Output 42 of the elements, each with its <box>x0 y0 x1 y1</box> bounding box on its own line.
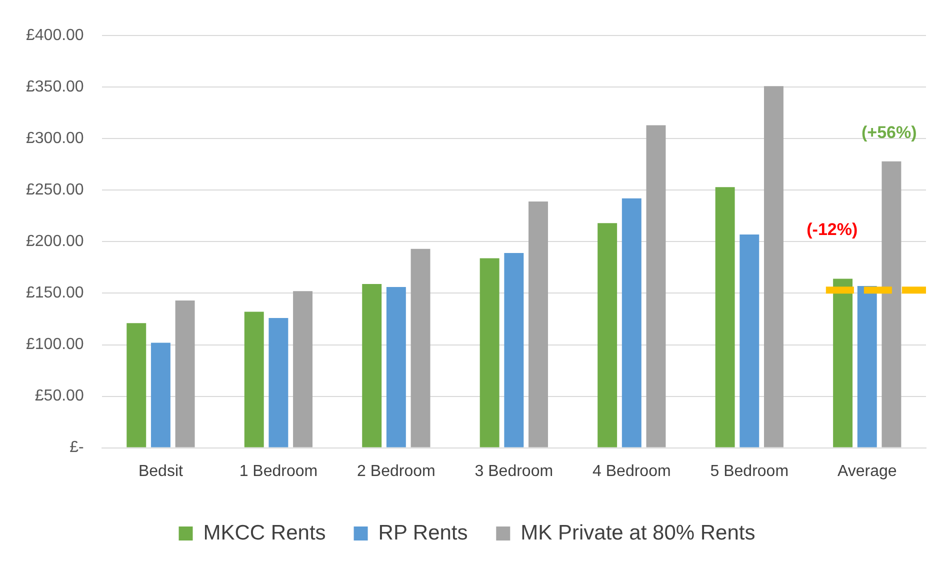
x-tick-label: 5 Bedroom <box>710 462 789 480</box>
bar <box>244 312 264 448</box>
bar <box>715 187 735 448</box>
bar <box>833 278 853 448</box>
bar <box>504 253 524 448</box>
y-tick-label: £50.00 <box>34 388 84 405</box>
y-tick-label: £200.00 <box>26 233 84 250</box>
x-tick-label: Average <box>837 462 897 480</box>
x-tick-label: 4 Bedroom <box>592 462 671 480</box>
bar <box>857 286 877 448</box>
y-tick-label: £400.00 <box>26 27 84 44</box>
bar <box>882 161 902 448</box>
bar <box>126 323 146 448</box>
bar <box>598 223 618 448</box>
bar <box>646 125 666 448</box>
bar <box>622 198 642 448</box>
y-tick-label: £100.00 <box>26 336 84 354</box>
bar <box>362 284 382 448</box>
y-tick-label: £- <box>70 439 84 456</box>
x-tick-label: 1 Bedroom <box>239 462 318 480</box>
x-tick-label: 2 Bedroom <box>357 462 436 480</box>
bar <box>528 202 548 448</box>
bar <box>293 291 313 448</box>
bar <box>386 287 406 448</box>
legend-label: MKCC Rents <box>203 521 326 544</box>
bar <box>150 342 170 448</box>
bar <box>410 248 430 448</box>
x-tick-label: 3 Bedroom <box>474 462 554 480</box>
bar <box>268 318 288 448</box>
bar <box>175 300 195 448</box>
annotation: (-12%) <box>806 220 858 239</box>
y-tick-label: £250.00 <box>26 182 84 199</box>
y-tick-label: £150.00 <box>26 284 84 302</box>
bar <box>740 234 760 448</box>
y-tick-label: £300.00 <box>26 130 84 148</box>
annotation: (+56%) <box>861 123 917 142</box>
legend-label: MK Private at 80% Rents <box>520 521 756 544</box>
legend-label: RP Rents <box>378 521 468 544</box>
y-tick-label: £350.00 <box>26 78 84 96</box>
bar <box>764 86 784 448</box>
x-tick-label: Bedsit <box>138 462 184 480</box>
bar <box>480 258 500 448</box>
